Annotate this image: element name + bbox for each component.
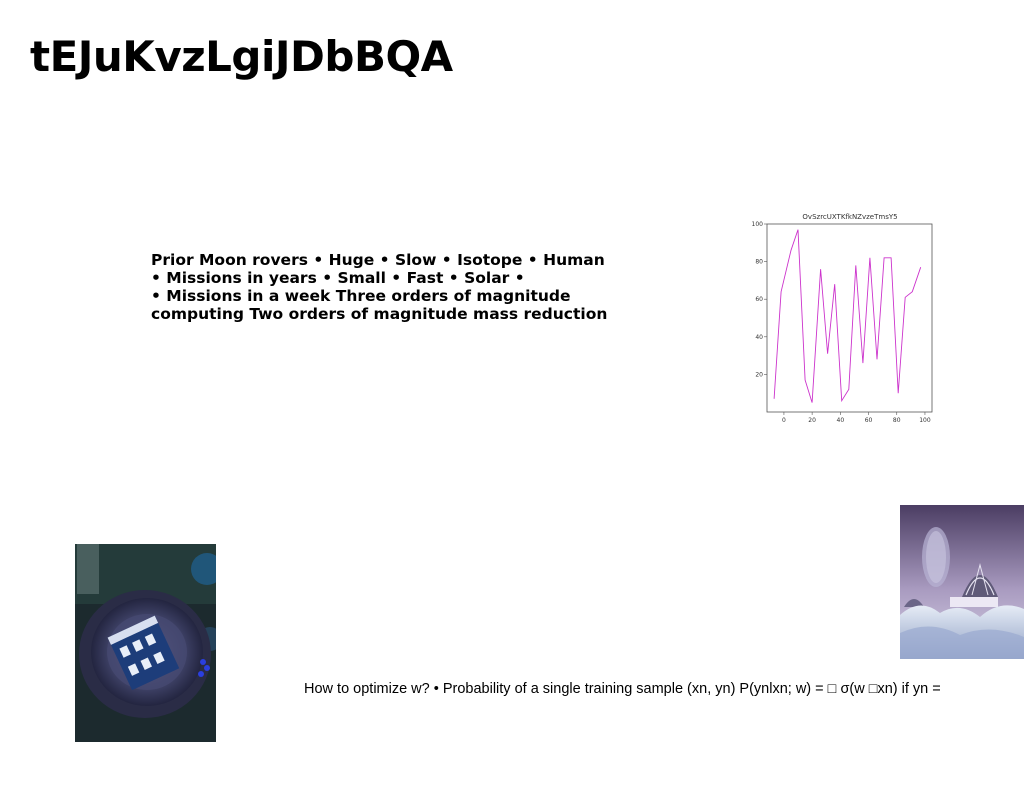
chart-title: OvSzrcUXTKfkNZvzeTmsY5: [802, 213, 897, 221]
x-tick-label: 0: [782, 417, 786, 424]
body-line: • Missions in years • Small • Fast • Sol…: [151, 269, 525, 287]
table-setting-photo: [75, 544, 216, 742]
x-tick-label: 20: [808, 417, 816, 424]
body-text: Prior Moon rovers • Huge • Slow • Isotop…: [151, 251, 631, 323]
y-tick-label: 40: [755, 334, 763, 341]
body-line: • Missions in a week Three orders of mag…: [151, 287, 571, 305]
series-layer: [773, 229, 922, 403]
body-line: computing Two orders of magnitude mass r…: [151, 305, 608, 323]
x-tick-label: 40: [837, 417, 845, 424]
x-tick-label: 60: [865, 417, 873, 424]
line-chart: OvSzrcUXTKfkNZvzeTmsY5 0 20 40 60 80 100 20 40 6…: [752, 213, 933, 424]
y-tick-label: 60: [755, 296, 763, 303]
x-tick-label: 80: [893, 417, 901, 424]
dome-landscape-photo: [900, 505, 1024, 659]
plot-frame: [766, 223, 933, 413]
axis-ticks: 0 20 40 60 80 100 20 40 60 80 100: [752, 221, 931, 424]
caption-text: How to optimize w? • Probability of a si…: [304, 681, 941, 697]
y-tick-label: 100: [752, 221, 764, 228]
y-tick-label: 80: [755, 259, 763, 266]
series-line: [773, 229, 922, 403]
body-line: Prior Moon rovers • Huge • Slow • Isotop…: [151, 251, 605, 269]
y-tick-label: 20: [755, 371, 763, 378]
x-tick-label: 100: [919, 417, 931, 424]
slide-title: tEJuKvzLgiJDbBQA: [30, 32, 453, 81]
